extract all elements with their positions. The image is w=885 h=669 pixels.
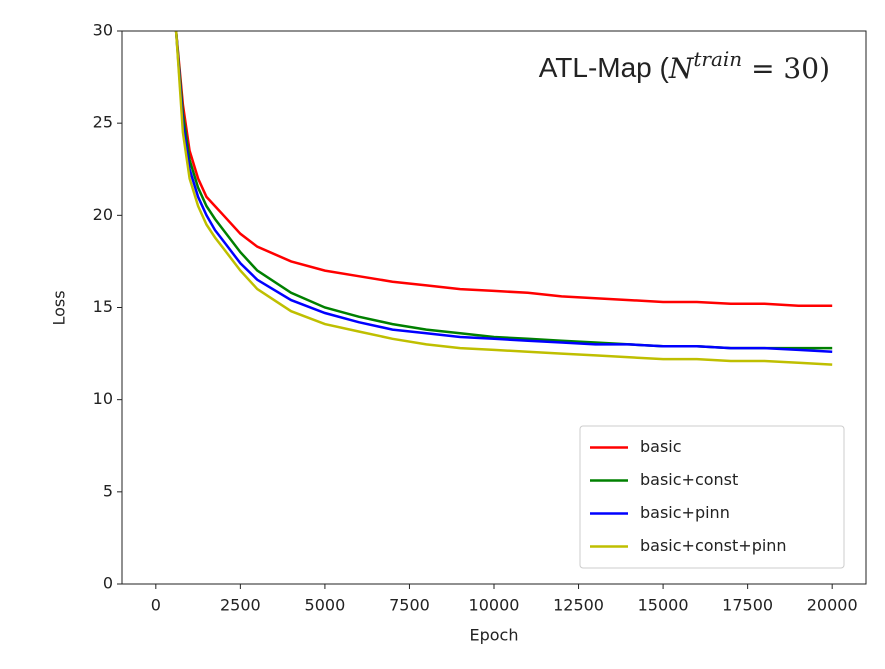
- x-tick-label: 10000: [469, 596, 520, 615]
- x-axis-label: Epoch: [470, 626, 519, 645]
- legend-label: basic+const+pinn: [640, 536, 787, 555]
- title-text: ATL-Map (: [539, 52, 670, 83]
- x-tick-label: 0: [151, 596, 161, 615]
- title-rest: = 30): [742, 52, 830, 85]
- y-axis-label: Loss: [50, 290, 69, 325]
- plot-frame: [121, 30, 867, 585]
- y-tick-label: 10: [93, 389, 113, 408]
- title-var: N: [668, 52, 695, 85]
- series-line: [174, 31, 833, 366]
- x-tick-label: 12500: [553, 596, 604, 615]
- title-sup: train: [693, 47, 742, 71]
- y-tick-label: 0: [103, 574, 113, 593]
- series-line: [174, 31, 833, 353]
- legend-box: [579, 425, 845, 569]
- y-tick-label: 5: [103, 481, 113, 500]
- x-tick-label: 17500: [722, 596, 773, 615]
- y-tick-label: 25: [93, 113, 113, 132]
- x-tick-label: 20000: [807, 596, 858, 615]
- chart-title: ATL-Map (Ntrain = 30): [539, 47, 830, 85]
- x-tick-label: 15000: [638, 596, 689, 615]
- y-tick-label: 15: [93, 297, 113, 316]
- legend-label: basic: [640, 437, 682, 456]
- plot-lines: [174, 31, 833, 366]
- x-tick-label: 5000: [305, 596, 346, 615]
- legend-label: basic+pinn: [640, 503, 730, 522]
- x-tick-label: 2500: [220, 596, 261, 615]
- series-line: [174, 31, 833, 307]
- y-tick-label: 30: [93, 21, 113, 40]
- y-tick-label: 20: [93, 205, 113, 224]
- x-tick-label: 7500: [389, 596, 430, 615]
- legend-label: basic+const: [640, 470, 738, 489]
